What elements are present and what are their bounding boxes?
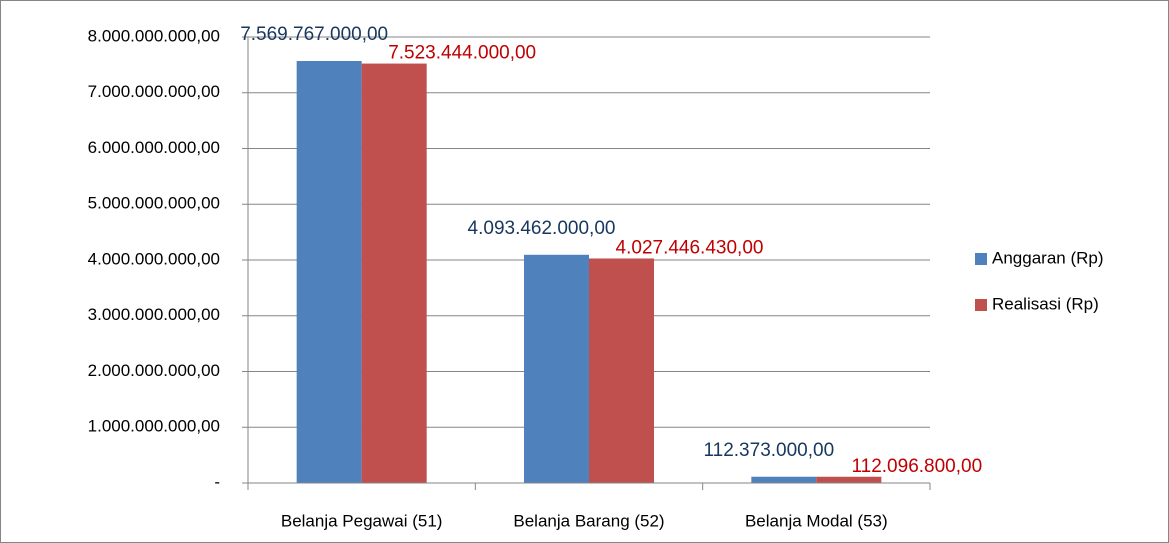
bar [816, 476, 882, 483]
legend-label: Realisasi (Rp) [992, 294, 1099, 313]
value-label: 112.373.000,00 [703, 440, 834, 461]
y-tick-label: - [214, 472, 220, 491]
value-label: 4.093.462.000,00 [468, 218, 616, 239]
y-tick-label: 6.000.000.000,00 [88, 138, 220, 157]
y-tick-label: 1.000.000.000,00 [88, 417, 220, 436]
y-tick-label: 5.000.000.000,00 [88, 194, 220, 213]
bar [296, 60, 362, 484]
value-label: 7.523.444.000,00 [388, 43, 536, 64]
y-tick-label: 4.000.000.000,00 [88, 249, 220, 268]
bar [361, 63, 427, 484]
bar [524, 254, 589, 483]
bar [589, 258, 654, 483]
y-tick-label: 7.000.000.000,00 [88, 82, 220, 101]
legend-label: Anggaran (Rp) [992, 248, 1104, 267]
value-label: 7.569.767.000,00 [240, 24, 388, 45]
x-tick-label: Belanja Barang (52) [513, 511, 664, 530]
value-label: 4.027.446.430,00 [616, 237, 764, 258]
legend-swatch [975, 253, 987, 265]
y-tick-label: 8.000.000.000,00 [88, 26, 220, 45]
y-tick-label: 3.000.000.000,00 [88, 305, 220, 324]
bar [751, 476, 817, 483]
legend-swatch [975, 299, 987, 311]
x-tick-label: Belanja Pegawai (51) [281, 511, 443, 530]
y-tick-label: 2.000.000.000,00 [88, 361, 220, 380]
value-label: 112.096.800,00 [851, 456, 982, 477]
x-tick-label: Belanja Modal (53) [745, 511, 888, 530]
